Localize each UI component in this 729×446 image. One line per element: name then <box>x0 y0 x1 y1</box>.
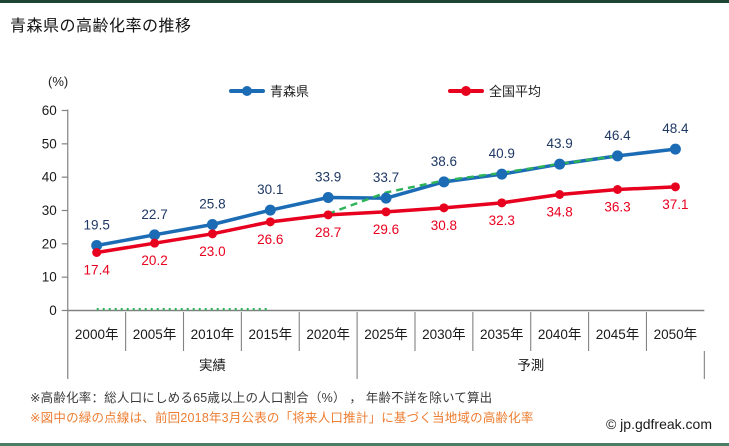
data-label-national: 26.6 <box>257 232 283 247</box>
note-aging-rate-definition: ※高齢化率：総人口にしめる65歳以上の人口割合（%） ， 年齢不詳を除いて算出 <box>30 391 493 405</box>
data-point-aomori <box>264 204 276 216</box>
data-label-national: 34.8 <box>547 205 573 220</box>
data-label-aomori: 43.9 <box>547 136 573 151</box>
data-label-aomori: 30.1 <box>257 182 283 197</box>
x-axis-year-label: 2030年 <box>422 327 466 342</box>
x-axis-year-label: 2050年 <box>654 327 698 342</box>
y-axis-unit-label: (%) <box>48 74 69 89</box>
data-point-aomori <box>149 229 161 241</box>
x-axis-year-label: 2005年 <box>133 327 177 342</box>
copyright-text: © jp.gdfreak.com <box>605 416 712 432</box>
y-axis-tick-label: 0 <box>49 303 57 318</box>
data-label-national: 37.1 <box>662 197 688 212</box>
data-point-national <box>439 203 449 213</box>
legend-label-national: 全国平均 <box>489 84 542 99</box>
data-point-aomori <box>612 150 624 162</box>
data-point-aomori <box>91 240 103 251</box>
data-point-aomori <box>380 192 392 204</box>
y-axis-tick-label: 50 <box>42 136 57 151</box>
note-green-dashed-line: ※図中の緑の点線は、前回2018年3月公表の「将来人口推計」に基づく当地域の高齢… <box>30 411 534 425</box>
y-axis-tick-label: 40 <box>42 170 57 185</box>
period-band-label: 実績 <box>199 358 226 373</box>
x-axis-year-label: 2045年 <box>596 327 640 342</box>
legend-line-icon-national <box>448 85 484 96</box>
data-label-aomori: 19.5 <box>84 218 110 233</box>
data-label-aomori: 33.7 <box>373 170 399 185</box>
legend-line-icon-aomori <box>229 85 265 96</box>
y-axis-tick-label: 60 <box>42 103 57 118</box>
data-point-national <box>497 198 507 208</box>
bottom-border <box>0 443 729 446</box>
data-point-national <box>381 207 391 217</box>
data-point-national <box>207 229 217 239</box>
data-label-aomori: 33.9 <box>315 170 341 185</box>
x-axis-year-label: 2015年 <box>249 327 293 342</box>
x-axis-year-label: 2035年 <box>480 327 524 342</box>
data-point-aomori <box>669 143 681 155</box>
chart-title: 青森県の高齢化率の推移 <box>10 18 192 35</box>
data-point-national <box>613 185 623 194</box>
data-point-national <box>323 210 333 220</box>
data-label-national: 29.6 <box>373 222 399 237</box>
x-axis-year-label: 2000年 <box>75 327 119 342</box>
data-point-national <box>555 190 565 199</box>
data-point-aomori <box>496 168 508 180</box>
x-axis-year-label: 2040年 <box>538 327 582 342</box>
data-label-aomori: 22.7 <box>141 207 167 222</box>
data-label-national: 23.0 <box>199 244 225 259</box>
period-band-label: 予測 <box>517 358 544 373</box>
x-axis-year-label: 2010年 <box>191 327 235 342</box>
y-axis-tick-label: 20 <box>42 236 57 251</box>
data-point-national <box>670 182 680 192</box>
data-label-national: 17.4 <box>84 263 111 278</box>
x-axis-year-label: 2020年 <box>306 327 350 342</box>
data-label-aomori: 38.6 <box>431 154 457 169</box>
data-point-national <box>150 238 160 248</box>
legend-dot-icon-aomori <box>242 85 252 96</box>
data-label-aomori: 46.4 <box>604 128 631 143</box>
legend-item-aomori: 青森県 <box>229 81 309 100</box>
data-label-national: 36.3 <box>604 200 630 215</box>
data-point-national <box>265 217 275 227</box>
data-label-aomori: 48.4 <box>662 121 689 136</box>
legend-item-national-average: 全国平均 <box>448 81 541 100</box>
legend-dot-icon-national <box>461 85 471 96</box>
top-border <box>0 0 729 3</box>
data-point-aomori <box>554 158 566 170</box>
data-label-national: 20.2 <box>141 253 167 268</box>
data-label-national: 30.8 <box>431 218 457 233</box>
y-axis-tick-label: 30 <box>42 203 57 218</box>
data-label-aomori: 25.8 <box>199 197 225 212</box>
data-label-national: 28.7 <box>315 225 341 240</box>
legend-label-aomori: 青森県 <box>270 84 310 99</box>
data-label-aomori: 40.9 <box>489 146 515 161</box>
previous-projection-dashed-line <box>327 154 618 215</box>
data-point-aomori <box>206 219 218 230</box>
data-point-aomori <box>438 176 450 188</box>
y-axis-tick-label: 10 <box>42 270 57 285</box>
x-axis-year-label: 2025年 <box>364 327 408 342</box>
data-point-national <box>92 248 102 257</box>
data-point-aomori <box>322 192 334 203</box>
data-label-national: 32.3 <box>489 213 515 228</box>
